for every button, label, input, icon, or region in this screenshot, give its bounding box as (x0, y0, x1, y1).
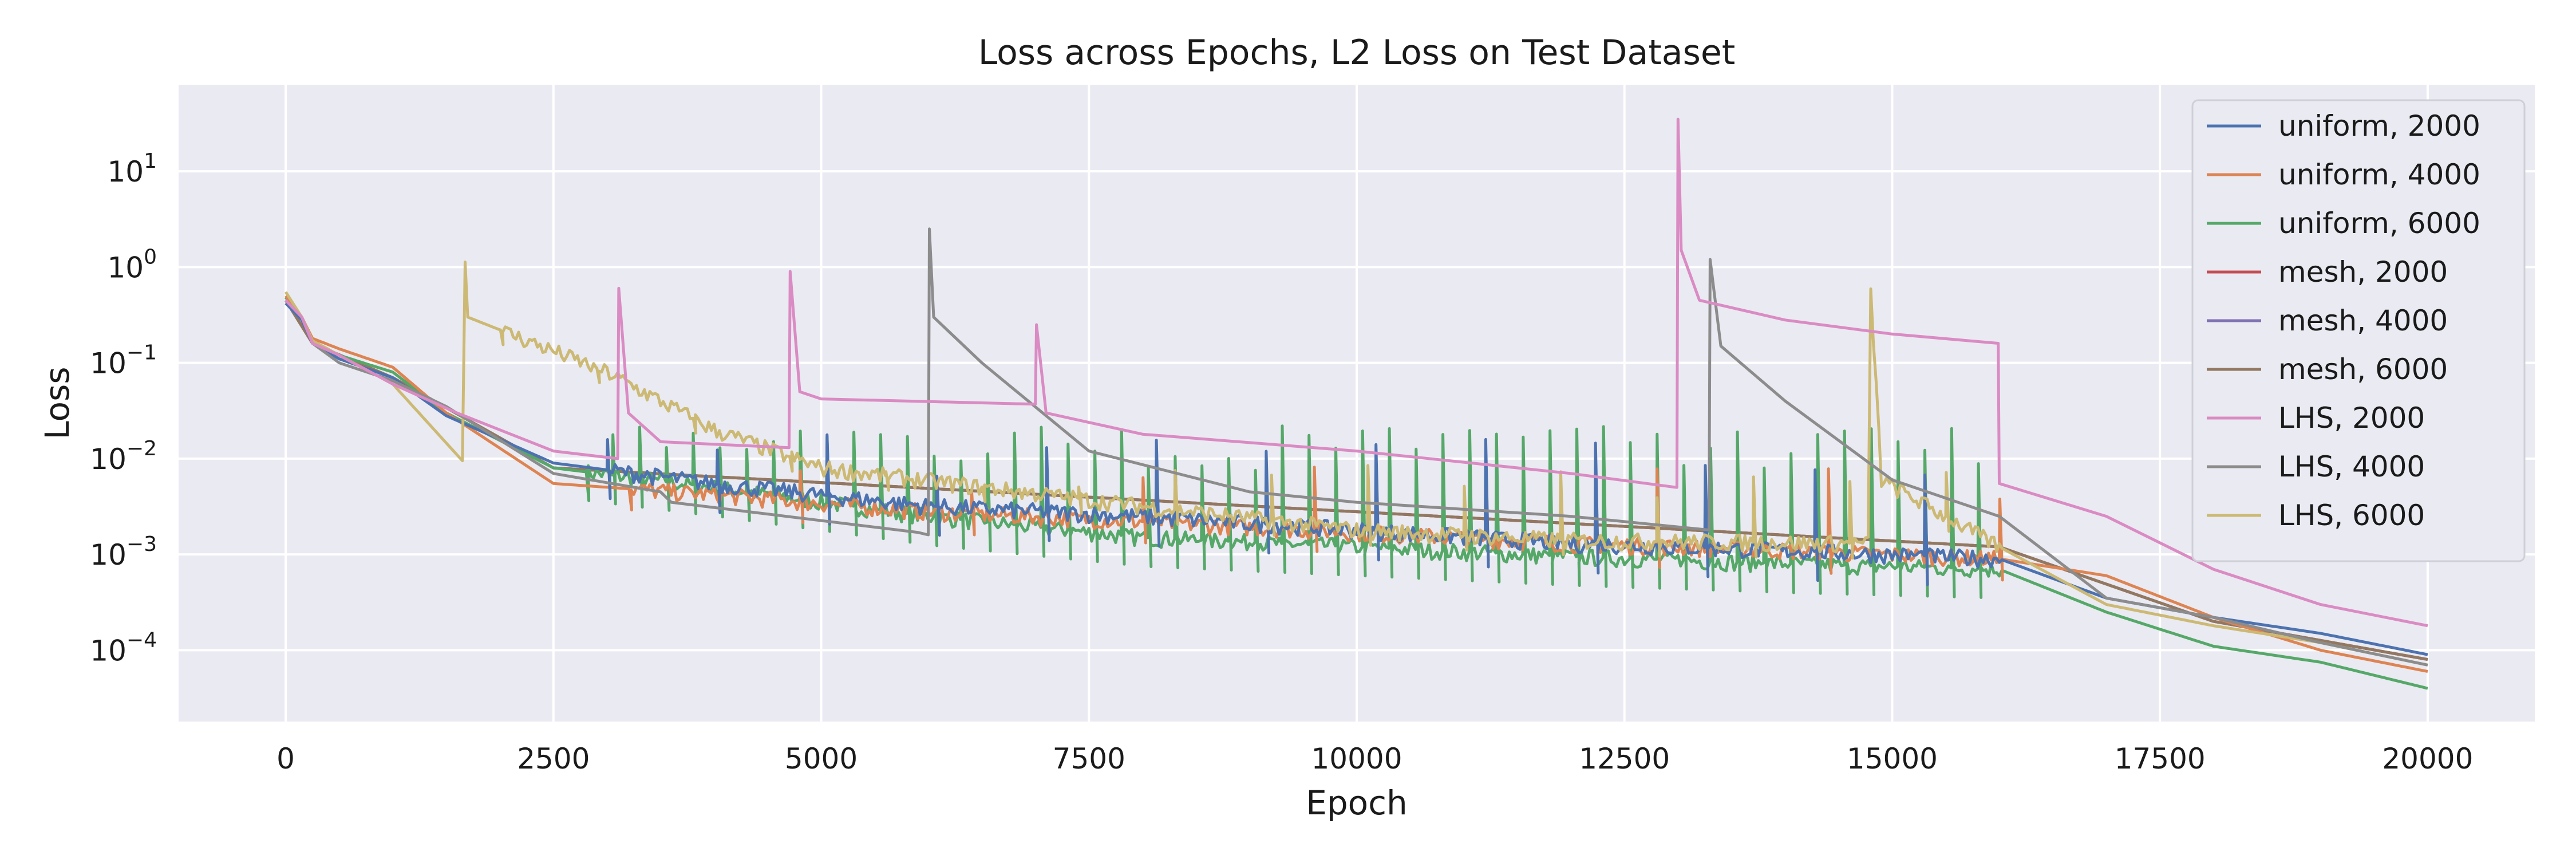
legend: uniform, 2000 uniform, 4000 uniform, 6000 m… (2191, 99, 2526, 562)
y-tick-label: 101 (107, 149, 157, 188)
series-layer (284, 117, 2428, 690)
x-tick-label: 5000 (785, 742, 858, 775)
series-line-6 (285, 117, 2428, 628)
series-line-0 (285, 302, 2428, 656)
y-tick-label: 10−2 (90, 437, 157, 476)
y-tick-label: 10−1 (90, 341, 157, 380)
x-tick-label: 0 (276, 742, 295, 775)
legend-item: LHS, 6000 (2278, 499, 2425, 532)
legend-item: uniform, 4000 (2278, 158, 2480, 191)
y-tick-label: 100 (107, 245, 157, 284)
legend-item: mesh, 2000 (2278, 255, 2448, 289)
legend-item: uniform, 2000 (2278, 109, 2480, 143)
series-line-8 (284, 261, 2428, 667)
y-tick-label: 10−4 (90, 628, 157, 667)
x-tick-label: 10000 (1311, 742, 1402, 775)
x-tick-label: 12500 (1579, 742, 1670, 775)
x-tick-label: 20000 (2382, 742, 2473, 775)
chart-title: Loss across Epochs, L2 Loss on Test Data… (978, 33, 1736, 73)
y-tick-label: 10−3 (90, 533, 157, 572)
legend-item: mesh, 4000 (2278, 304, 2448, 337)
x-tick-label: 7500 (1053, 742, 1125, 775)
legend-item: mesh, 6000 (2278, 353, 2448, 386)
x-tick-label: 15000 (1847, 742, 1938, 775)
legend-item: LHS, 4000 (2278, 450, 2425, 483)
legend-item: uniform, 6000 (2278, 207, 2480, 240)
y-axis-label: Loss (38, 367, 77, 439)
y-tick-labels: 10−4 10−3 10−2 10−1 100 101 (90, 149, 157, 667)
legend-item: LHS, 2000 (2278, 401, 2425, 435)
legend-box (2191, 99, 2526, 562)
x-tick-label: 2500 (517, 742, 590, 775)
x-tick-label: 17500 (2115, 742, 2206, 775)
series-line-7 (285, 227, 2428, 667)
x-axis-label: Epoch (1306, 783, 1408, 822)
x-tick-labels: 0 2500 5000 7500 10000 12500 15000 17500 20000 (276, 742, 2473, 775)
